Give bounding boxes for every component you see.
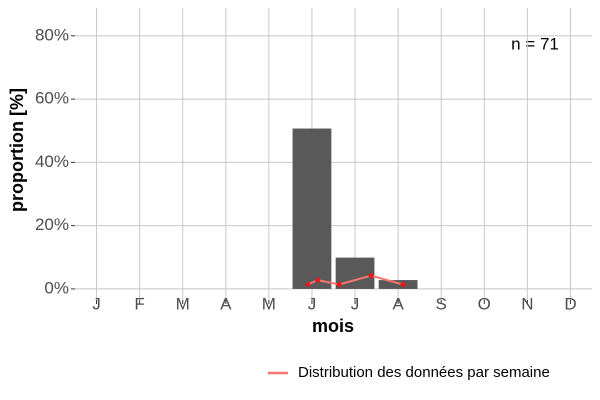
x-tick-label: F [134, 294, 144, 313]
y-tick-label: 60% [35, 89, 69, 108]
y-tick-label: 40% [35, 152, 69, 171]
y-tick-label: 0% [44, 278, 69, 297]
line-point [305, 281, 311, 287]
line-point [315, 277, 321, 283]
annotation: n = 71 [511, 34, 559, 53]
y-tick-label: 20% [35, 215, 69, 234]
line-point [336, 281, 342, 287]
line-point [368, 273, 374, 279]
x-tick-label: N [521, 294, 533, 313]
x-tick-label: D [564, 294, 576, 313]
bar [378, 280, 418, 289]
x-tick-label: A [392, 294, 404, 313]
y-axis-label: proportion [%] [7, 88, 27, 212]
x-axis-label: mois [312, 316, 354, 336]
x-tick-label: J [308, 294, 317, 313]
x-tick-label: O [478, 294, 491, 313]
x-tick-label: M [262, 294, 276, 313]
x-tick-label: J [351, 294, 360, 313]
legend-label: Distribution des données par semaine [298, 364, 550, 381]
bar [292, 128, 332, 289]
x-tick-label: A [220, 294, 232, 313]
x-tick-label: J [92, 294, 101, 313]
y-tick-label: 80% [35, 25, 69, 44]
x-tick-label: M [176, 294, 190, 313]
x-tick-label: S [436, 294, 447, 313]
line-point [400, 281, 406, 287]
